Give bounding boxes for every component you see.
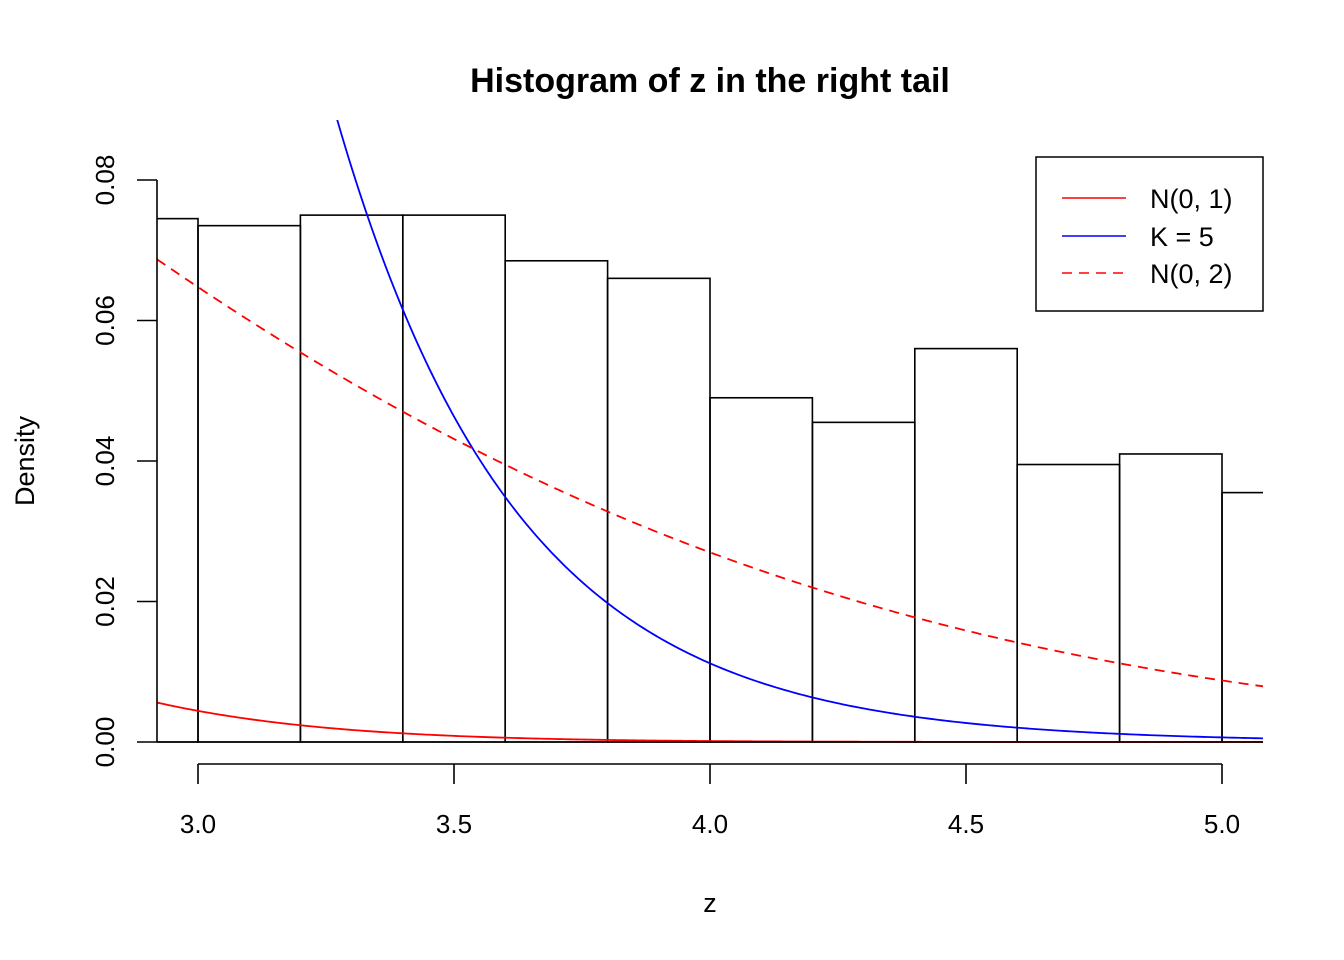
y-tick-label: 0.08 — [90, 155, 120, 206]
histogram-bar-1 — [197, 224, 302, 743]
chart-title: Histogram of z in the right tail — [470, 62, 950, 100]
y-tick-label: 0.02 — [90, 576, 120, 627]
legend-box — [1035, 156, 1264, 312]
x-tick-label: 4.5 — [948, 809, 984, 839]
histogram-bar-3 — [401, 214, 506, 743]
legend-label-n01: N(0, 1) — [1150, 184, 1233, 214]
x-axis-label: z — [703, 888, 717, 918]
y-axis-label: Density — [10, 415, 40, 506]
y-tick-label: 0.04 — [90, 436, 120, 487]
x-tick-label: 3.5 — [436, 809, 472, 839]
histogram-bar-5 — [606, 277, 711, 743]
curve-2 — [157, 258, 1263, 688]
y-tick-label: 0.00 — [90, 717, 120, 768]
legend-label-n02: N(0, 2) — [1150, 259, 1233, 289]
histogram-bar-7 — [811, 421, 916, 743]
x-tick-label: 5.0 — [1204, 809, 1240, 839]
histogram-bar-10 — [1118, 453, 1223, 743]
histogram-bar-11 — [1221, 491, 1263, 743]
histogram-bar-9 — [1016, 463, 1121, 743]
curve-1 — [336, 120, 1263, 740]
x-tick-label: 3.0 — [180, 809, 216, 839]
histogram-bar-8 — [913, 347, 1018, 743]
histogram-bar-4 — [504, 259, 609, 743]
y-axis: 0.00 0.02 0.04 0.06 0.08 — [90, 155, 158, 768]
x-tick-label: 4.0 — [692, 809, 728, 839]
histogram-bar-2 — [299, 214, 404, 743]
x-axis: 3.0 3.5 4.0 4.5 5.0 — [157, 741, 1263, 839]
legend: N(0, 1) K = 5 N(0, 2) — [1035, 156, 1264, 312]
legend-label-k5: K = 5 — [1150, 222, 1214, 252]
y-tick-label: 0.06 — [90, 295, 120, 346]
